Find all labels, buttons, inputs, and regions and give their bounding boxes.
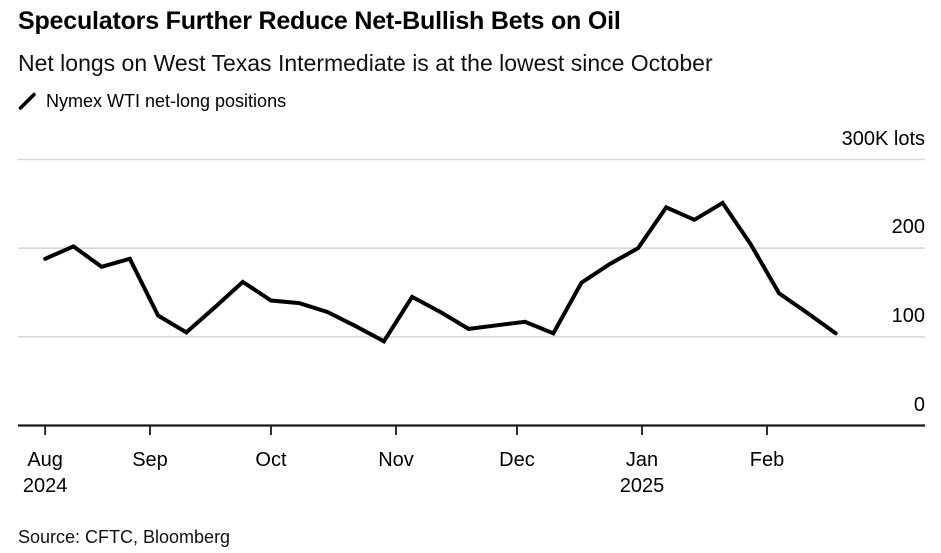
line-chart: [18, 158, 925, 435]
x-axis-month-label: Nov: [378, 449, 414, 471]
x-axis-month-label: Sep: [132, 449, 168, 471]
y-axis-label: 300K lots: [841, 127, 925, 150]
source-note: Source: CFTC, Bloomberg: [18, 527, 231, 547]
x-axis-month-label: Jan: [625, 449, 659, 471]
x-axis-month-label: Aug: [27, 449, 63, 471]
y-axis-label: 0: [913, 393, 925, 416]
x-axis-year-label: 2025: [619, 475, 665, 497]
series-line: [43, 200, 838, 344]
x-axis-month-label: Oct: [255, 449, 287, 471]
chart-subtitle: Net longs on West Texas Intermediate is …: [18, 50, 713, 76]
x-axis-month-label: Dec: [499, 449, 535, 471]
x-axis-month-label: Feb: [749, 449, 785, 471]
legend-label: Nymex WTI net-long positions: [46, 91, 287, 111]
chart-title: Speculators Further Reduce Net-Bullish B…: [18, 7, 621, 35]
y-axis-label: 100: [891, 304, 925, 327]
legend: Nymex WTI net-long positions: [18, 91, 286, 112]
x-axis-year-label: 2024: [22, 475, 68, 497]
y-axis-label: 200: [891, 216, 925, 239]
line-series-legend-icon: [18, 92, 36, 110]
